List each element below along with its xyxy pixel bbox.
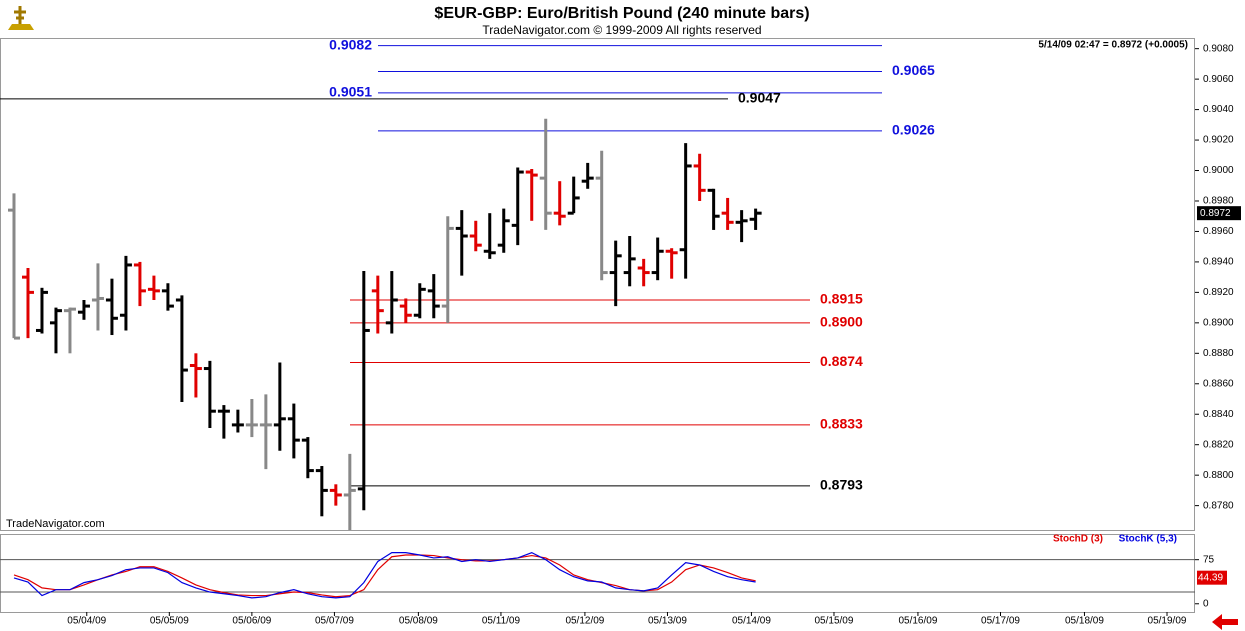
level-label: 0.9047 [738, 90, 781, 106]
x-tick-label: 05/17/09 [981, 616, 1020, 627]
last-value-box [1197, 570, 1227, 585]
y-tick-label: 0.9040 [1203, 104, 1234, 115]
logo [8, 6, 34, 30]
x-tick-label: 05/13/09 [648, 616, 687, 627]
y-tick-label: 0.8880 [1203, 348, 1234, 359]
last-price-label: 0.8972 [1200, 208, 1231, 219]
stoch-line [13, 551, 756, 599]
y-tick-label: 0.8820 [1203, 439, 1234, 450]
y-tick-label: 0.8800 [1203, 470, 1234, 481]
x-tick-label: 05/14/09 [732, 616, 771, 627]
x-tick-label: 05/05/09 [150, 616, 189, 627]
level-label: 0.8874 [820, 353, 863, 369]
level-label: 0.8915 [820, 291, 863, 307]
y-tick-label: 0.9000 [1203, 165, 1234, 176]
price-panel [0, 38, 1195, 531]
x-tick-label: 05/08/09 [399, 616, 438, 627]
level-label: 0.8900 [820, 314, 863, 330]
scroll-arrow[interactable] [1212, 614, 1238, 630]
level-label: 0.9065 [892, 62, 935, 78]
y-tick-label: 0.8840 [1203, 409, 1234, 420]
last-value-label: 44.39 [1198, 572, 1223, 583]
y-tick-label: 0.9080 [1203, 43, 1234, 54]
x-tick-label: 05/04/09 [67, 616, 106, 627]
x-tick-label: 05/19/09 [1148, 616, 1187, 627]
chart-subtitle: TradeNavigator.com © 1999-2009 All right… [482, 23, 761, 37]
y-tick-label: 0.8960 [1203, 226, 1234, 237]
y-tick-label: 0.8940 [1203, 257, 1234, 268]
y-tick-label: 75 [1203, 554, 1215, 565]
quote-info: 5/14/09 02:47 = 0.8972 (+0.0005) [1038, 40, 1188, 51]
level-label: 0.8833 [820, 416, 863, 432]
x-tick-label: 05/15/09 [815, 616, 854, 627]
x-tick-label: 05/06/09 [232, 616, 271, 627]
x-tick-label: 05/16/09 [898, 616, 937, 627]
chart-title: $EUR-GBP: Euro/British Pound (240 minute… [434, 5, 809, 22]
level-label: 0.9026 [892, 122, 935, 138]
x-tick-label: 05/11/09 [482, 616, 521, 627]
stoch-panel [0, 534, 1195, 613]
y-tick-label: 0.8900 [1203, 317, 1234, 328]
level-label: 0.9051 [329, 84, 372, 100]
y-tick-label: 0.8920 [1203, 287, 1234, 298]
last-price-box [1197, 206, 1241, 221]
y-tick-label: 0.9060 [1203, 74, 1234, 85]
y-tick-label: 0 [1203, 598, 1209, 609]
y-tick-label: 0.9020 [1203, 135, 1234, 146]
level-label: 0.8793 [820, 477, 863, 493]
y-tick-label: 0.8980 [1203, 196, 1234, 207]
y-tick-label: 0.8860 [1203, 378, 1234, 389]
legend-label: StochD (3) [1053, 534, 1103, 545]
x-tick-label: 05/18/09 [1065, 616, 1104, 627]
x-tick-label: 05/07/09 [315, 616, 354, 627]
legend-label: StochK (5,3) [1119, 534, 1177, 545]
watermark: TradeNavigator.com [6, 518, 105, 530]
y-tick-label: 0.8780 [1203, 500, 1234, 511]
x-tick-label: 05/12/09 [565, 616, 604, 627]
level-label: 0.9082 [329, 36, 372, 52]
